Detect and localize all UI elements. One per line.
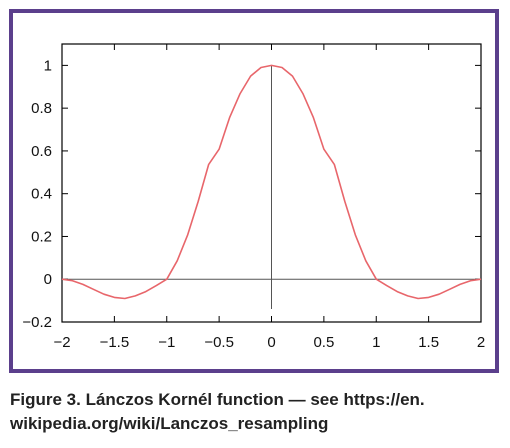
x-tick-label: 2 [477, 334, 485, 351]
x-tick-label: −1.5 [100, 334, 130, 351]
x-tick-label: −0.5 [204, 334, 234, 351]
x-tick-label: 0 [267, 334, 275, 351]
caption-line-1: Figure 3. Lánczos Kornél function — see … [10, 390, 425, 409]
figure-frame: −2 −1.5 −1 −0.5 0 0.5 1 1.5 2 −0.2 0 0.2 0.4 0.6 0.8 1 [9, 9, 499, 373]
y-tick-label: 1 [44, 57, 52, 74]
lanczos-chart: −2 −1.5 −1 −0.5 0 0.5 1 1.5 2 −0.2 0 0.2 0.4 0.6 0.8 1 [22, 43, 485, 351]
x-tick-label: 1.5 [418, 334, 439, 351]
x-tick-label: −2 [53, 334, 70, 351]
figure-caption: Figure 3. Lánczos Kornél function — see … [10, 388, 502, 436]
x-tick-label: 0.5 [313, 334, 334, 351]
y-tick-label: 0.2 [31, 228, 52, 245]
y-tick-label: 0.4 [31, 186, 52, 203]
x-tick-label: −1 [158, 334, 175, 351]
lanczos-curve [61, 64, 482, 300]
y-tick-label: 0.6 [31, 143, 52, 160]
y-tick-label: −0.2 [22, 314, 52, 331]
caption-line-2: wikipedia.org/wiki/Lanczos_resampling [10, 414, 329, 433]
y-tick-label: 0.8 [31, 100, 52, 117]
y-tick-label: 0 [44, 271, 52, 288]
x-tick-label: 1 [372, 334, 380, 351]
